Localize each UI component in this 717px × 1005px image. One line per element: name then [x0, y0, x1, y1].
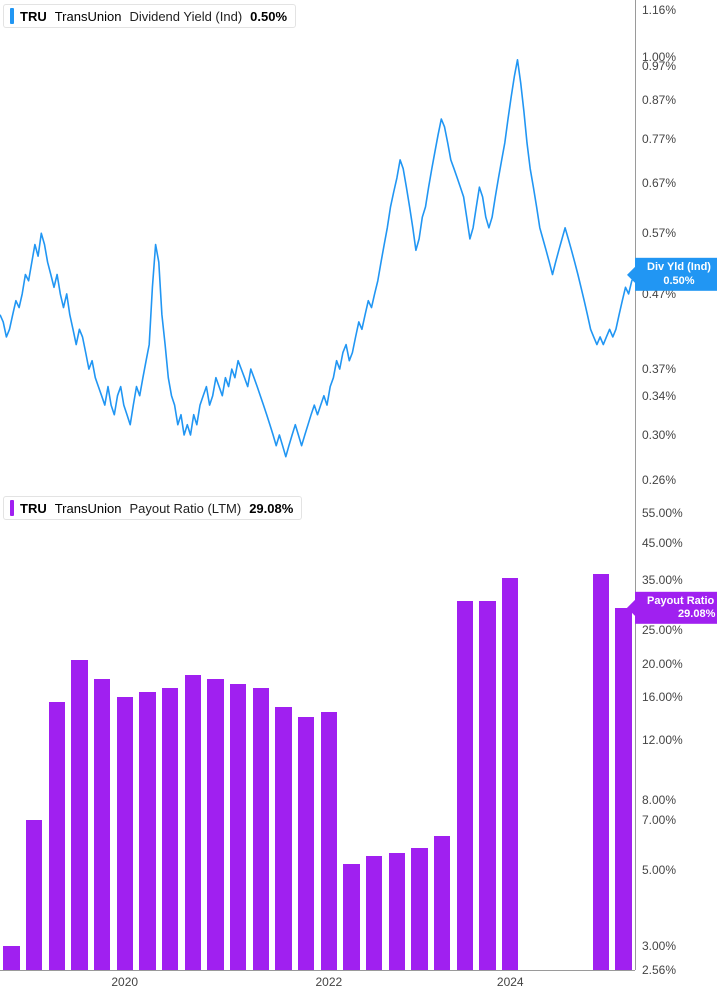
top-y-tick-label: 0.26%: [642, 473, 676, 487]
x-tick-label: 2024: [497, 975, 524, 989]
payout-bar[interactable]: [49, 702, 65, 970]
payout-bar[interactable]: [321, 712, 337, 970]
payout-bar[interactable]: [615, 608, 631, 970]
payout-bar[interactable]: [593, 574, 609, 970]
payout-bar[interactable]: [253, 688, 269, 970]
bottom-y-tick-label: 12.00%: [642, 733, 683, 747]
bottom-y-tick-label: 55.00%: [642, 506, 683, 520]
bottom-tag-title: Payout Ratio (LTM): [647, 595, 717, 608]
top-legend-name: TransUnion: [55, 9, 122, 24]
bottom-legend-strip: [10, 500, 14, 516]
top-y-tick-label: 0.30%: [642, 428, 676, 442]
payout-bar[interactable]: [479, 601, 495, 970]
payout-bar[interactable]: [207, 679, 223, 970]
bottom-y-tick-label: 45.00%: [642, 536, 683, 550]
payout-bar[interactable]: [389, 853, 405, 970]
top-y-axis: [635, 0, 636, 490]
x-tick-label: 2022: [315, 975, 342, 989]
top-tag-value: 0.50%: [647, 274, 711, 287]
bottom-y-tick-label: 16.00%: [642, 690, 683, 704]
bottom-y-tick-label: 35.00%: [642, 573, 683, 587]
payout-ratio-tag: Payout Ratio (LTM) 29.08%: [635, 592, 717, 624]
top-y-tick-label: 1.16%: [642, 3, 676, 17]
payout-bar[interactable]: [434, 836, 450, 970]
bottom-y-tick-label: 5.00%: [642, 863, 676, 877]
dividend-yield-panel: TRU TransUnion Dividend Yield (Ind) 0.50…: [0, 0, 717, 490]
top-y-tick-label: 0.67%: [642, 176, 676, 190]
bottom-legend-metric: Payout Ratio (LTM): [129, 501, 241, 516]
top-legend-strip: [10, 8, 14, 24]
top-y-tick-label: 0.97%: [642, 59, 676, 73]
bottom-y-tick-label: 8.00%: [642, 793, 676, 807]
payout-bar[interactable]: [457, 601, 473, 970]
payout-bar[interactable]: [343, 864, 359, 970]
top-y-tick-label: 0.87%: [642, 93, 676, 107]
bottom-y-axis: [635, 490, 636, 970]
bottom-legend-value: 29.08%: [249, 501, 293, 516]
payout-bar[interactable]: [366, 856, 382, 970]
bottom-y-tick-label: 2.56%: [642, 963, 676, 977]
payout-ratio-bar-chart[interactable]: [0, 490, 635, 970]
top-tag-title: Div Yld (Ind): [647, 261, 711, 274]
payout-bar[interactable]: [117, 697, 133, 970]
payout-bar[interactable]: [298, 717, 314, 970]
bottom-legend-name: TransUnion: [55, 501, 122, 516]
x-tick-label: 2020: [111, 975, 138, 989]
payout-bar[interactable]: [411, 848, 427, 970]
bottom-y-tick-label: 3.00%: [642, 939, 676, 953]
payout-bar[interactable]: [275, 707, 291, 970]
payout-ratio-panel: TRU TransUnion Payout Ratio (LTM) 29.08%…: [0, 490, 717, 1005]
payout-bar[interactable]: [502, 578, 518, 970]
payout-bar[interactable]: [94, 679, 110, 970]
bottom-legend-ticker: TRU: [20, 501, 47, 516]
top-legend-value: 0.50%: [250, 9, 287, 24]
payout-bar[interactable]: [185, 675, 201, 970]
top-legend: TRU TransUnion Dividend Yield (Ind) 0.50…: [3, 4, 296, 28]
payout-bar[interactable]: [26, 820, 42, 970]
payout-bar[interactable]: [71, 660, 87, 970]
payout-bar[interactable]: [139, 692, 155, 970]
bottom-tag-value: 29.08%: [647, 608, 717, 621]
top-y-tick-label: 0.37%: [642, 362, 676, 376]
dividend-yield-line-chart[interactable]: [0, 0, 635, 490]
bottom-legend: TRU TransUnion Payout Ratio (LTM) 29.08%: [3, 496, 302, 520]
bottom-y-tick-label: 25.00%: [642, 623, 683, 637]
bottom-y-tick-label: 7.00%: [642, 813, 676, 827]
payout-bar[interactable]: [162, 688, 178, 970]
top-y-tick-label: 0.34%: [642, 389, 676, 403]
bottom-x-axis: [0, 970, 635, 971]
top-legend-metric: Dividend Yield (Ind): [129, 9, 242, 24]
dividend-yield-tag: Div Yld (Ind) 0.50%: [635, 258, 717, 290]
payout-bar[interactable]: [3, 946, 19, 970]
top-y-tick-label: 0.57%: [642, 226, 676, 240]
payout-bar[interactable]: [230, 684, 246, 970]
top-y-tick-label: 0.77%: [642, 132, 676, 146]
bottom-y-tick-label: 20.00%: [642, 657, 683, 671]
top-legend-ticker: TRU: [20, 9, 47, 24]
